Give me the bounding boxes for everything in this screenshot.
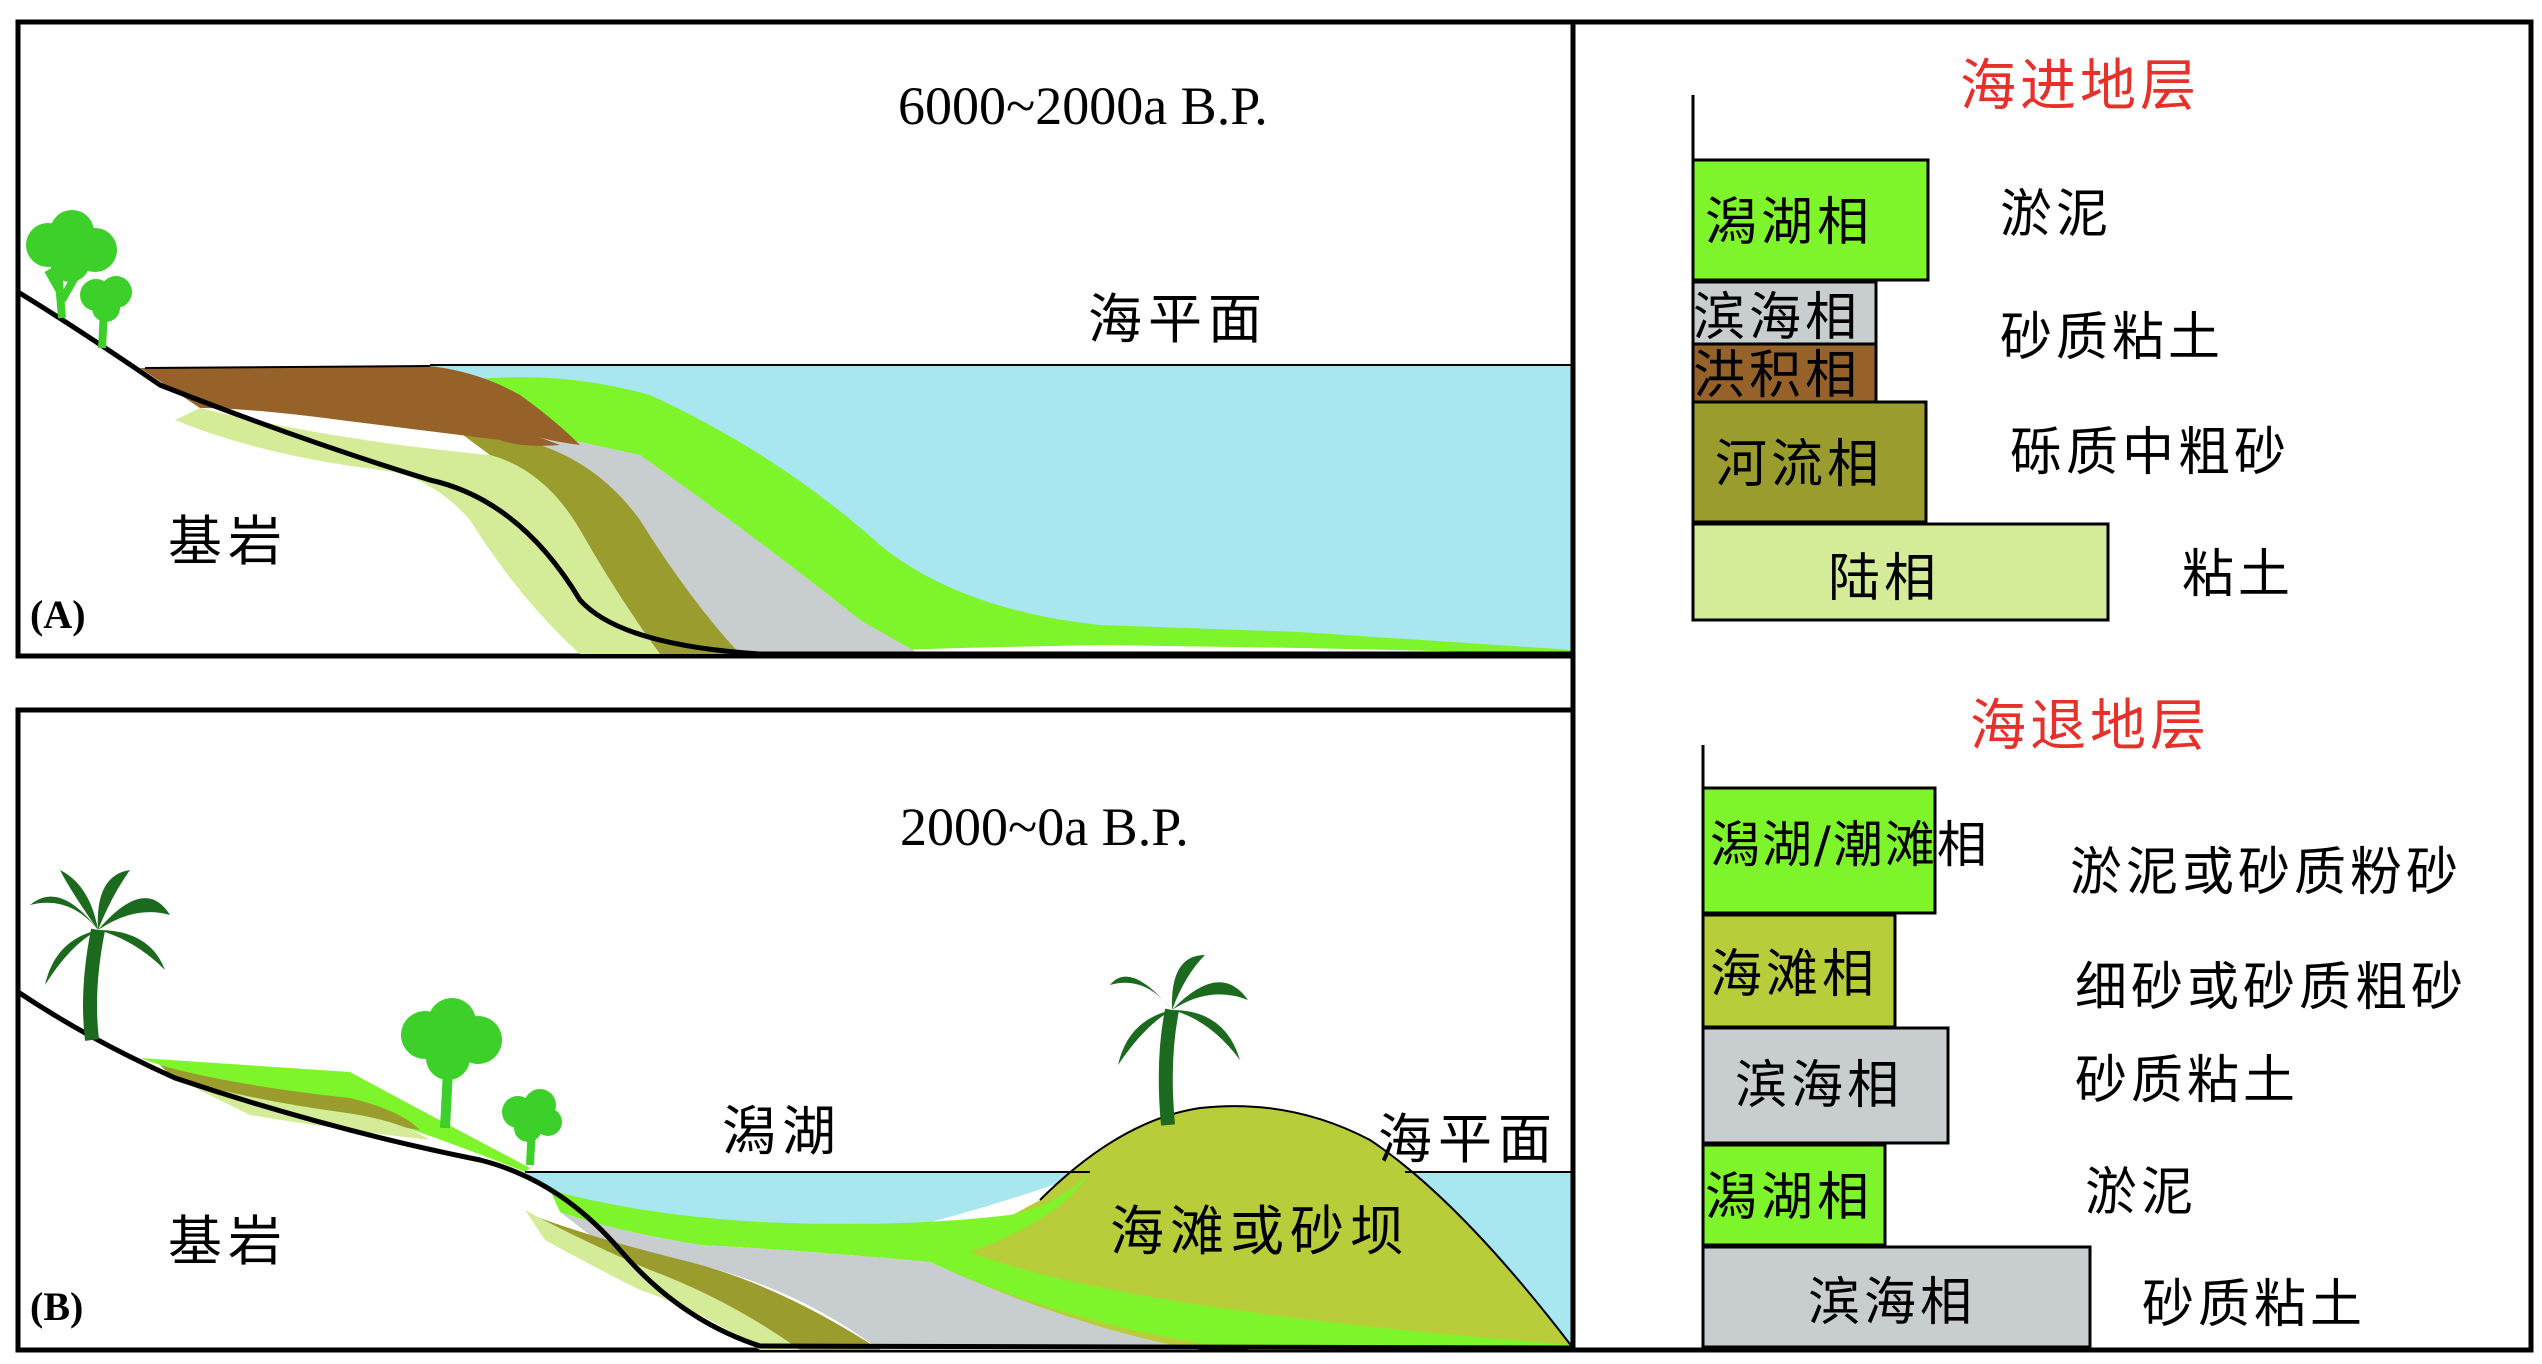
legend-swatch-coastal [1701, 1245, 2092, 1349]
panel-b-upper-green [140, 1058, 530, 1172]
panel-b-bedrock-surface [16, 989, 1574, 1351]
legend-facies-label: 滨海相 [1693, 288, 1861, 348]
panel-b-barrier-outline [1039, 1105, 1574, 1349]
panel-b-lagoon-label: 潟湖 [722, 1100, 842, 1163]
panel-a-bedrock-surface [16, 289, 1573, 657]
legend-facies-label: 潟湖相 [1705, 193, 1873, 253]
legend-lithology-label: 粘土 [2182, 545, 2294, 605]
legend-lithology-label: 砂质粘土 [2075, 1051, 2299, 1111]
legend-lithology-label: 砾质中粗砂 [2010, 423, 2290, 483]
legend-swatch-coastal [1701, 1026, 1950, 1145]
legend-facies-label: 陆相 [1828, 549, 1940, 609]
panel-b-sea-level-label: 海平面 [1378, 1108, 1558, 1171]
panel-b-bedrock-label: 基岩 [168, 1210, 288, 1273]
panel-a-lagoon-layer [470, 377, 1573, 654]
legend-swatch-lagoon [1691, 158, 1930, 282]
panel-a-terrestrial-layer [175, 408, 660, 654]
panel-a-fluvial-layer [440, 418, 740, 654]
legend-lithology-label: 淤泥 [2085, 1163, 2197, 1223]
panel-b-time-label: 2000~0a B.P. [900, 797, 1189, 857]
legend-lithology-label: 淤泥或砂质粉砂 [2070, 843, 2462, 903]
tree-icon [26, 210, 132, 349]
legend-facies-label: 潟湖相 [1705, 1168, 1873, 1228]
legend-facies-label: 滨海相 [1735, 1056, 1903, 1116]
legend-swatch-fluvial [1691, 400, 1928, 524]
legend-lithology-label: 砂质粘土 [2142, 1275, 2366, 1335]
panel-a-bedrock-label: 基岩 [168, 510, 288, 573]
legend-regression: 海退地层 潟湖/潮滩相 淤泥或砂质粉砂 海滩相 细砂或砂质粗砂 滨海相 砂质粘土… [1701, 694, 2467, 1349]
palm-tree-icon [30, 870, 170, 1041]
panel-b-coastal-layer [560, 1212, 1200, 1350]
legend-swatch-coastal [1691, 280, 1878, 346]
panel-b-upper-pale [175, 1078, 430, 1140]
legend-swatch-alluvial [1691, 342, 1878, 404]
tree-icon [401, 998, 562, 1166]
panel-b: 2000~0a B.P. 潟湖 海平面 海滩或砂坝 基岩 (B) [15, 707, 1576, 1353]
panel-a-sea-level-label: 海平面 [1088, 288, 1268, 351]
panel-a-coastline [144, 365, 431, 369]
panel-b-fluvial-layer [540, 1218, 880, 1350]
panel-a-tag: (A) [30, 592, 86, 637]
legend-facies-label: 河流相 [1715, 435, 1883, 495]
panel-a-coastal-layer [480, 420, 920, 654]
legend-facies-label: 海滩相 [1710, 945, 1878, 1005]
panel-a: 6000~2000a B.P. 海平面 基岩 (A) [15, 19, 1576, 659]
legend-regression-title: 海退地层 [1970, 694, 2210, 759]
legend-facies-label: 潟湖/潮滩相 [1710, 816, 1989, 874]
legend-transgression-title: 海进地层 [1960, 54, 2200, 119]
panel-b-upper-olive [160, 1065, 420, 1130]
legend-swatch-lagoon-tidal [1701, 786, 1937, 915]
legend-lithology-label: 淤泥 [2000, 185, 2112, 245]
panel-b-terrestrial-layer [525, 1210, 800, 1350]
legend-lithology-label: 砂质粘土 [2000, 308, 2224, 368]
legend-facies-label: 洪积相 [1693, 346, 1861, 406]
panel-b-sea [1405, 1172, 1573, 1350]
legend-facies-label: 滨海相 [1808, 1273, 1976, 1333]
panel-b-beach-label: 海滩或砂坝 [1110, 1200, 1410, 1263]
legend-lithology-label: 细砂或砂质粗砂 [2075, 958, 2467, 1018]
panel-a-time-label: 6000~2000a B.P. [898, 76, 1268, 136]
panel-a-alluvial-layer [140, 366, 580, 446]
legend-swatch-lagoon [1701, 1143, 1887, 1247]
legend-transgression: 海进地层 潟湖相 淤泥 滨海相 洪积相 砂质粘土 河流相 砾质中粗砂 陆相 粘土 [1691, 54, 2294, 622]
palm-tree-icon [1110, 955, 1248, 1126]
panel-b-tag: (B) [30, 1284, 83, 1329]
legend-swatch-terrestrial [1691, 522, 2110, 622]
legend-swatch-beach [1701, 913, 1897, 1029]
